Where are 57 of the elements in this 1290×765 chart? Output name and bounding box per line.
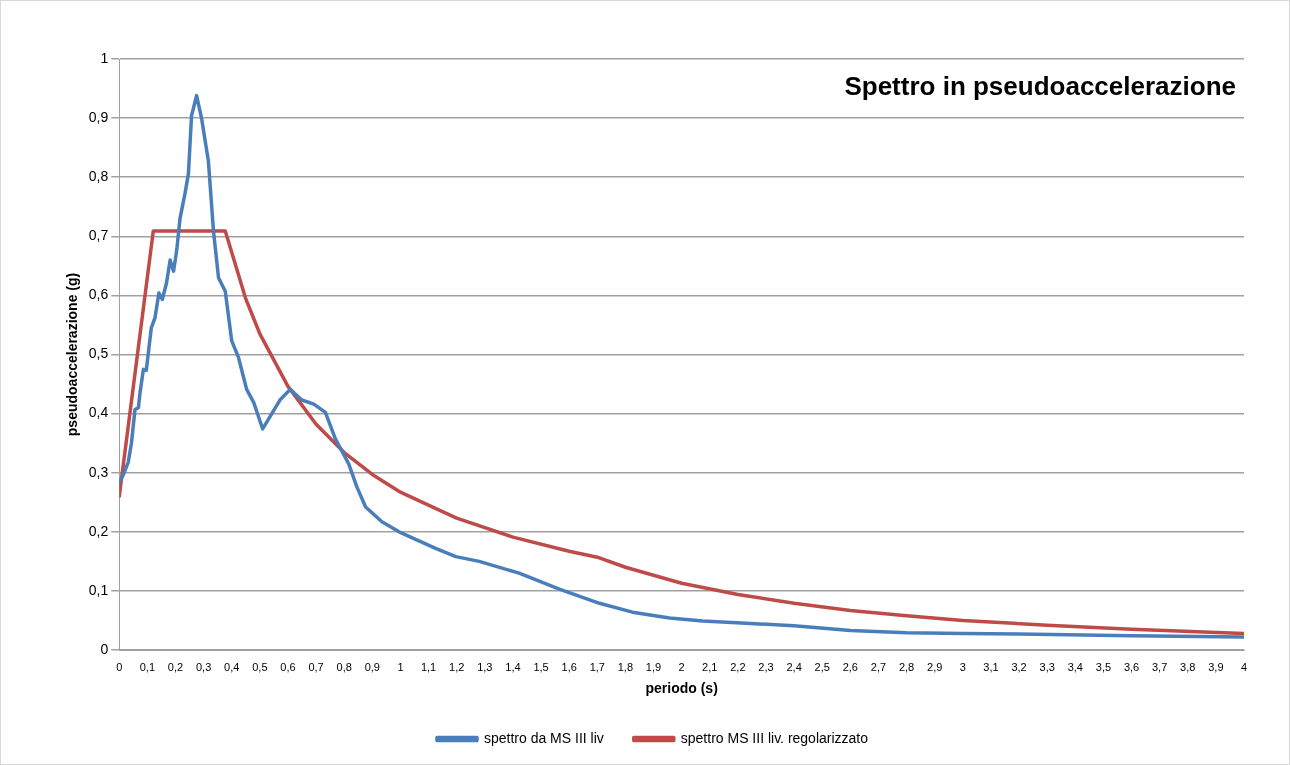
x-tick-label: 2,6 [842,660,858,673]
y-tick-label: 0,3 [88,463,109,480]
x-tick-label: 3,2 [1011,660,1027,673]
x-tick-label: 2,3 [758,660,774,673]
x-tick-label: 3,5 [1095,660,1112,673]
x-tick-label: 0,1 [139,660,156,673]
x-tick-label: 2,1 [702,660,718,673]
x-tick-label: 3,8 [1180,660,1196,673]
x-tick-label: 1,6 [561,660,577,673]
x-tick-label: 0,8 [336,660,352,673]
x-tick-label: 1,7 [589,660,605,673]
x-tick-label: 1,8 [617,660,634,673]
y-tick-label: 0,1 [88,581,109,598]
x-tick-label: 1,9 [645,660,662,673]
y-tick-label: 0,6 [88,286,109,303]
x-tick-label: 3 [959,660,966,673]
x-tick-label: 2,9 [927,660,943,673]
x-tick-label: 2 [678,660,685,673]
x-tick-label: 0,4 [224,660,240,673]
y-tick-label: 0,5 [88,345,109,362]
x-tick-label: 0 [116,660,123,673]
x-tick-label: 2,4 [786,660,802,673]
x-tick-label: 3,1 [983,660,999,673]
y-tick-label: 0,4 [88,404,109,421]
x-tick-label: 3,3 [1039,660,1055,673]
x-tick-label: 0,3 [195,660,212,673]
y-tick-label: 0 [100,640,109,657]
x-tick-label: 2,2 [730,660,746,673]
x-tick-label: 0,2 [167,660,184,673]
legend-label: spettro da MS III liv [483,729,604,746]
x-tick-label: 3,7 [1152,660,1168,673]
x-tick-label: 0,9 [364,660,380,673]
y-tick-label: 0,9 [88,108,109,125]
legend-label: spettro MS III liv. regolarizzato [680,729,869,746]
x-tick-label: 0,6 [280,660,296,673]
y-tick-label: 1 [100,49,109,66]
y-tick-label: 0,2 [88,522,109,539]
x-tick-label: 3,4 [1067,660,1083,673]
x-tick-label: 0,7 [308,660,324,673]
y-axis-title: pseudoaccelerazione (g) [64,272,81,437]
x-tick-label: 2,7 [870,660,887,673]
x-tick-label: 3,9 [1208,660,1224,673]
x-tick-label: 1,5 [533,660,549,673]
x-tick-label: 4 [1240,660,1248,673]
x-axis-title: periodo (s) [645,680,718,697]
x-tick-label: 2,5 [814,660,830,673]
x-tick-label: 0,5 [252,660,268,673]
x-tick-label: 1,3 [477,660,493,673]
x-tick-label: 1,4 [505,660,521,673]
x-tick-label: 2,8 [898,660,915,673]
x-tick-label: 1,2 [449,660,465,673]
y-tick-label: 0,7 [88,227,109,244]
y-tick-label: 0,8 [88,168,109,185]
x-tick-label: 1 [397,660,404,673]
x-tick-label: 1,1 [420,660,437,673]
text: Spettro in pseudoaccelerazione [844,71,1236,102]
x-tick-label: 3,6 [1123,660,1140,673]
